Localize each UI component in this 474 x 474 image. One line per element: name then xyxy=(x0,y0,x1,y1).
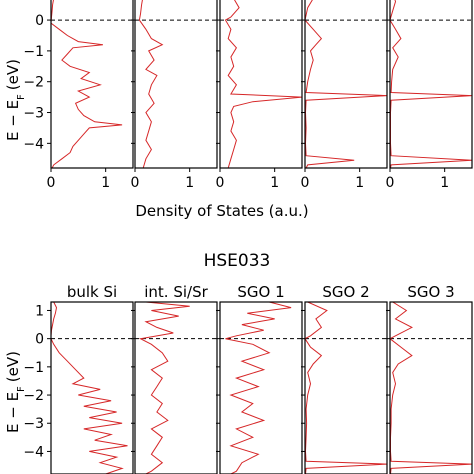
dos-curve xyxy=(225,302,292,474)
dos-curve xyxy=(138,0,164,168)
dos-curve xyxy=(138,302,190,474)
top-x-axis-label: Density of States (a.u.) xyxy=(135,202,308,220)
y-tick-label: 0 xyxy=(35,332,44,348)
dos-curve xyxy=(224,0,302,168)
y-tick-label: −2 xyxy=(23,75,44,91)
panel-frame xyxy=(50,301,134,474)
dos-curve xyxy=(390,302,472,474)
y-tick-label: −3 xyxy=(23,416,44,432)
y-tick-label: −4 xyxy=(23,444,44,460)
y-tick-label: −1 xyxy=(23,44,44,60)
bottom-panel-3: SGO 1 xyxy=(216,283,303,474)
y-tick-label: 1 xyxy=(35,303,44,319)
x-tick-label: 0 xyxy=(216,175,225,191)
y-tick-label: −4 xyxy=(23,136,44,152)
panel-frame xyxy=(219,0,303,169)
panel-frame xyxy=(389,0,473,169)
panel-name: bulk Si xyxy=(67,283,117,301)
panel-frame xyxy=(304,0,388,169)
x-tick-label: 1 xyxy=(185,175,194,191)
x-tick-label: 0 xyxy=(131,175,140,191)
x-tick-label: 1 xyxy=(270,175,279,191)
dos-curve xyxy=(390,0,472,168)
dos-curve xyxy=(305,0,387,168)
y-tick-label: −2 xyxy=(23,388,44,404)
x-tick-label: 1 xyxy=(355,175,364,191)
bottom-panel-2: int. Si/Sr xyxy=(131,283,218,474)
panel-frame xyxy=(219,301,303,474)
bottom-panel-1: bulk Si xyxy=(47,283,134,474)
bottom-panel-4: SGO 2 xyxy=(301,283,388,474)
panel-name: SGO 1 xyxy=(237,283,284,301)
panel-name: SGO 3 xyxy=(407,283,454,301)
y-tick-label: 0 xyxy=(35,13,44,29)
panel-name: SGO 2 xyxy=(322,283,369,301)
x-tick-label: 0 xyxy=(301,175,310,191)
x-tick-label: 0 xyxy=(47,175,56,191)
panel-frame xyxy=(134,301,218,474)
dos-curve xyxy=(51,0,123,168)
panel-frame xyxy=(304,301,388,474)
x-tick-label: 0 xyxy=(386,175,395,191)
bottom-panel-5: SGO 3 xyxy=(386,283,473,474)
panel-frame xyxy=(389,301,473,474)
dos-curve xyxy=(51,302,128,474)
panel-name: int. Si/Sr xyxy=(144,283,208,301)
top-y-axis-label: E − EF(eV) xyxy=(4,59,27,141)
bottom-chart-title: HSE033 xyxy=(204,251,271,271)
panel-frame xyxy=(134,0,218,169)
x-tick-label: 1 xyxy=(101,175,110,191)
x-tick-label: 1 xyxy=(440,175,449,191)
dos-curve xyxy=(305,302,387,474)
y-tick-label: −1 xyxy=(23,360,44,376)
y-tick-label: −3 xyxy=(23,106,44,122)
bottom-dos-chart: HSE033 bulk Si int. Si/Sr SGO 1 SGO 2 SGO 3 … xyxy=(4,251,473,474)
panel-frame xyxy=(50,0,134,169)
bottom-y-axis-label: E − EF(eV) xyxy=(4,351,27,433)
